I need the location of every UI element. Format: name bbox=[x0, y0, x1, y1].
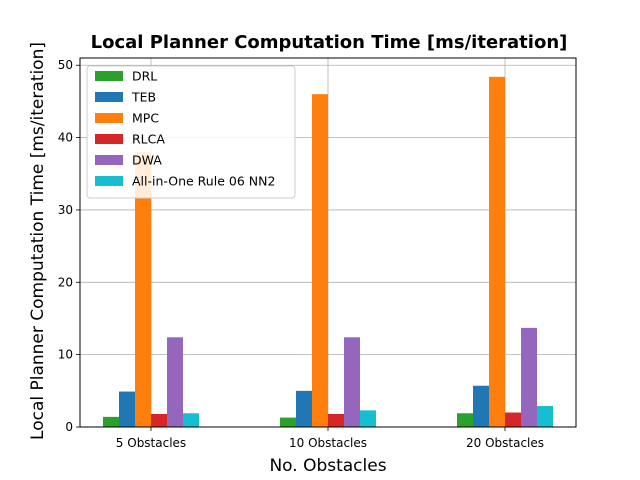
y-axis-label: Local Planner Computation Time [ms/itera… bbox=[28, 42, 48, 440]
legend-swatch bbox=[95, 113, 123, 123]
legend: DRL TEB MPC RLCA DWA All-in-One Rule 06 NN2 bbox=[86, 65, 296, 199]
bar bbox=[312, 94, 328, 428]
legend-label: All-in-One Rule 06 NN2 bbox=[132, 174, 275, 189]
legend-label: MPC bbox=[132, 111, 159, 126]
legend-box bbox=[86, 65, 296, 199]
bar bbox=[280, 417, 296, 427]
y-axis-ticks: 0 10 20 30 40 50 bbox=[58, 58, 80, 434]
bars bbox=[103, 76, 553, 428]
bar bbox=[521, 327, 537, 427]
y-tick-label: 50 bbox=[58, 58, 73, 72]
x-axis-label: No. Obstacles bbox=[269, 456, 386, 476]
bar bbox=[505, 412, 521, 427]
x-tick-label: 20 Obstacles bbox=[466, 436, 544, 450]
legend-swatch bbox=[95, 92, 123, 102]
legend-swatch bbox=[95, 155, 123, 165]
bar bbox=[135, 152, 151, 427]
y-tick-label: 0 bbox=[65, 420, 73, 434]
y-tick-label: 30 bbox=[58, 203, 73, 217]
legend-swatch bbox=[95, 134, 123, 144]
bar bbox=[151, 413, 167, 427]
bar bbox=[344, 337, 360, 427]
legend-label: RLCA bbox=[132, 132, 165, 147]
bar bbox=[328, 413, 344, 427]
bar bbox=[457, 413, 473, 427]
x-axis-ticks: 5 Obstacles 10 Obstacles 20 Obstacles bbox=[116, 427, 544, 450]
bar bbox=[537, 406, 553, 427]
x-tick-label: 5 Obstacles bbox=[116, 436, 186, 450]
legend-swatch bbox=[95, 71, 123, 81]
bar bbox=[489, 76, 505, 427]
bar bbox=[360, 410, 376, 427]
bar bbox=[296, 390, 312, 427]
bar bbox=[167, 337, 183, 427]
y-tick-label: 20 bbox=[58, 275, 73, 289]
bar bbox=[119, 391, 135, 427]
x-tick-label: 10 Obstacles bbox=[289, 436, 367, 450]
chart-title: Local Planner Computation Time [ms/itera… bbox=[91, 32, 568, 53]
legend-label: DRL bbox=[132, 69, 157, 84]
bar bbox=[103, 416, 119, 427]
legend-label: DWA bbox=[132, 153, 162, 168]
y-tick-label: 10 bbox=[58, 348, 73, 362]
bar bbox=[473, 385, 489, 427]
legend-swatch bbox=[95, 176, 123, 186]
legend-label: TEB bbox=[131, 90, 156, 105]
bar bbox=[183, 413, 199, 427]
y-tick-label: 40 bbox=[58, 131, 73, 145]
